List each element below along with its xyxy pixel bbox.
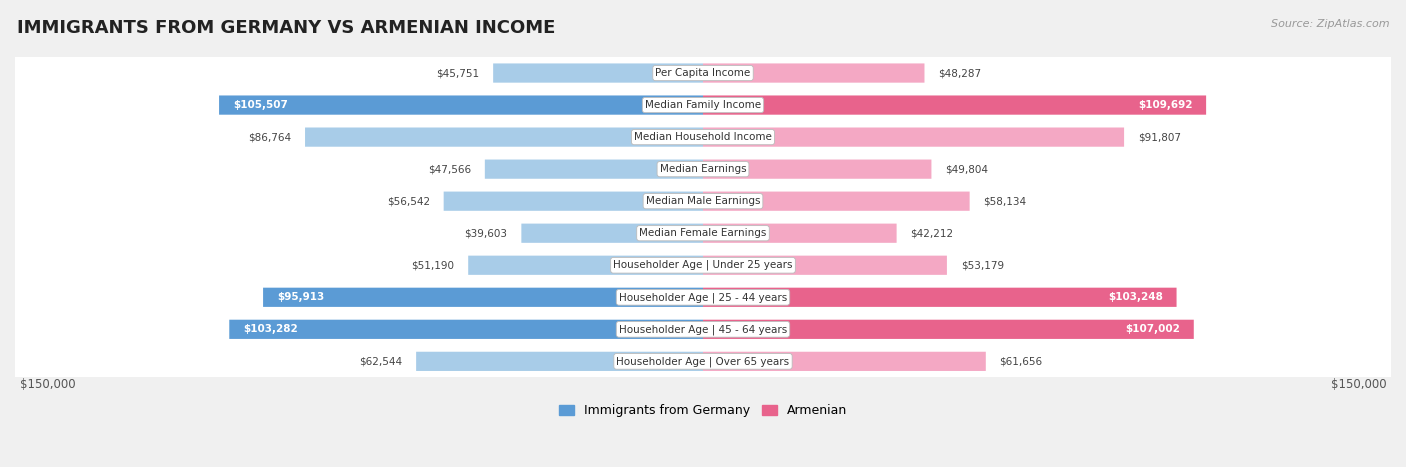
- FancyBboxPatch shape: [10, 0, 1396, 467]
- Text: Median Male Earnings: Median Male Earnings: [645, 196, 761, 206]
- FancyBboxPatch shape: [10, 0, 1396, 467]
- FancyBboxPatch shape: [703, 224, 897, 243]
- FancyBboxPatch shape: [416, 352, 703, 371]
- FancyBboxPatch shape: [10, 0, 1396, 467]
- FancyBboxPatch shape: [10, 0, 1396, 467]
- FancyBboxPatch shape: [10, 0, 1396, 467]
- Text: $103,248: $103,248: [1108, 292, 1163, 302]
- FancyBboxPatch shape: [10, 0, 1396, 467]
- FancyBboxPatch shape: [10, 0, 1396, 467]
- FancyBboxPatch shape: [703, 255, 946, 275]
- FancyBboxPatch shape: [10, 0, 1396, 467]
- FancyBboxPatch shape: [444, 191, 703, 211]
- Text: $109,692: $109,692: [1137, 100, 1192, 110]
- Legend: Immigrants from Germany, Armenian: Immigrants from Germany, Armenian: [554, 399, 852, 422]
- Text: $62,544: $62,544: [360, 356, 402, 366]
- FancyBboxPatch shape: [10, 0, 1396, 467]
- Text: Householder Age | Over 65 years: Householder Age | Over 65 years: [616, 356, 790, 367]
- FancyBboxPatch shape: [703, 95, 1206, 115]
- FancyBboxPatch shape: [703, 191, 970, 211]
- Text: Householder Age | 25 - 44 years: Householder Age | 25 - 44 years: [619, 292, 787, 303]
- Text: $49,804: $49,804: [945, 164, 988, 174]
- FancyBboxPatch shape: [10, 0, 1396, 467]
- Text: Median Female Earnings: Median Female Earnings: [640, 228, 766, 238]
- FancyBboxPatch shape: [10, 0, 1396, 467]
- Text: $39,603: $39,603: [464, 228, 508, 238]
- Text: Median Household Income: Median Household Income: [634, 132, 772, 142]
- Text: $95,913: $95,913: [277, 292, 325, 302]
- FancyBboxPatch shape: [522, 224, 703, 243]
- Text: $58,134: $58,134: [983, 196, 1026, 206]
- Text: $105,507: $105,507: [233, 100, 288, 110]
- Text: $42,212: $42,212: [910, 228, 953, 238]
- FancyBboxPatch shape: [10, 0, 1396, 467]
- FancyBboxPatch shape: [10, 0, 1396, 467]
- Text: Householder Age | 45 - 64 years: Householder Age | 45 - 64 years: [619, 324, 787, 334]
- FancyBboxPatch shape: [10, 0, 1396, 467]
- Text: $45,751: $45,751: [436, 68, 479, 78]
- FancyBboxPatch shape: [703, 127, 1123, 147]
- Text: $56,542: $56,542: [387, 196, 430, 206]
- FancyBboxPatch shape: [229, 320, 703, 339]
- Text: $51,190: $51,190: [412, 260, 454, 270]
- FancyBboxPatch shape: [703, 160, 931, 179]
- FancyBboxPatch shape: [703, 352, 986, 371]
- FancyBboxPatch shape: [703, 64, 925, 83]
- Text: $107,002: $107,002: [1125, 324, 1180, 334]
- Text: $91,807: $91,807: [1137, 132, 1181, 142]
- Text: IMMIGRANTS FROM GERMANY VS ARMENIAN INCOME: IMMIGRANTS FROM GERMANY VS ARMENIAN INCO…: [17, 19, 555, 37]
- Text: $103,282: $103,282: [243, 324, 298, 334]
- FancyBboxPatch shape: [703, 320, 1194, 339]
- FancyBboxPatch shape: [219, 95, 703, 115]
- FancyBboxPatch shape: [10, 0, 1396, 467]
- FancyBboxPatch shape: [263, 288, 703, 307]
- FancyBboxPatch shape: [10, 0, 1396, 467]
- Text: $48,287: $48,287: [938, 68, 981, 78]
- FancyBboxPatch shape: [10, 0, 1396, 467]
- Text: $47,566: $47,566: [427, 164, 471, 174]
- Text: $86,764: $86,764: [247, 132, 291, 142]
- Text: $150,000: $150,000: [1331, 378, 1386, 391]
- Text: Median Family Income: Median Family Income: [645, 100, 761, 110]
- FancyBboxPatch shape: [305, 127, 703, 147]
- Text: Householder Age | Under 25 years: Householder Age | Under 25 years: [613, 260, 793, 270]
- Text: Source: ZipAtlas.com: Source: ZipAtlas.com: [1271, 19, 1389, 28]
- Text: $150,000: $150,000: [20, 378, 75, 391]
- FancyBboxPatch shape: [485, 160, 703, 179]
- FancyBboxPatch shape: [703, 288, 1177, 307]
- FancyBboxPatch shape: [494, 64, 703, 83]
- Text: $61,656: $61,656: [1000, 356, 1043, 366]
- Text: Median Earnings: Median Earnings: [659, 164, 747, 174]
- Text: Per Capita Income: Per Capita Income: [655, 68, 751, 78]
- FancyBboxPatch shape: [468, 255, 703, 275]
- Text: $53,179: $53,179: [960, 260, 1004, 270]
- FancyBboxPatch shape: [10, 0, 1396, 467]
- FancyBboxPatch shape: [10, 0, 1396, 467]
- FancyBboxPatch shape: [10, 0, 1396, 467]
